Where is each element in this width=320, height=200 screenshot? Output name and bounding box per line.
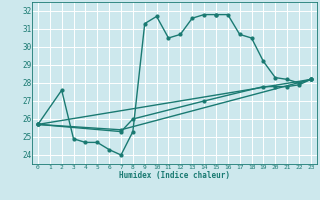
X-axis label: Humidex (Indice chaleur): Humidex (Indice chaleur) — [119, 171, 230, 180]
